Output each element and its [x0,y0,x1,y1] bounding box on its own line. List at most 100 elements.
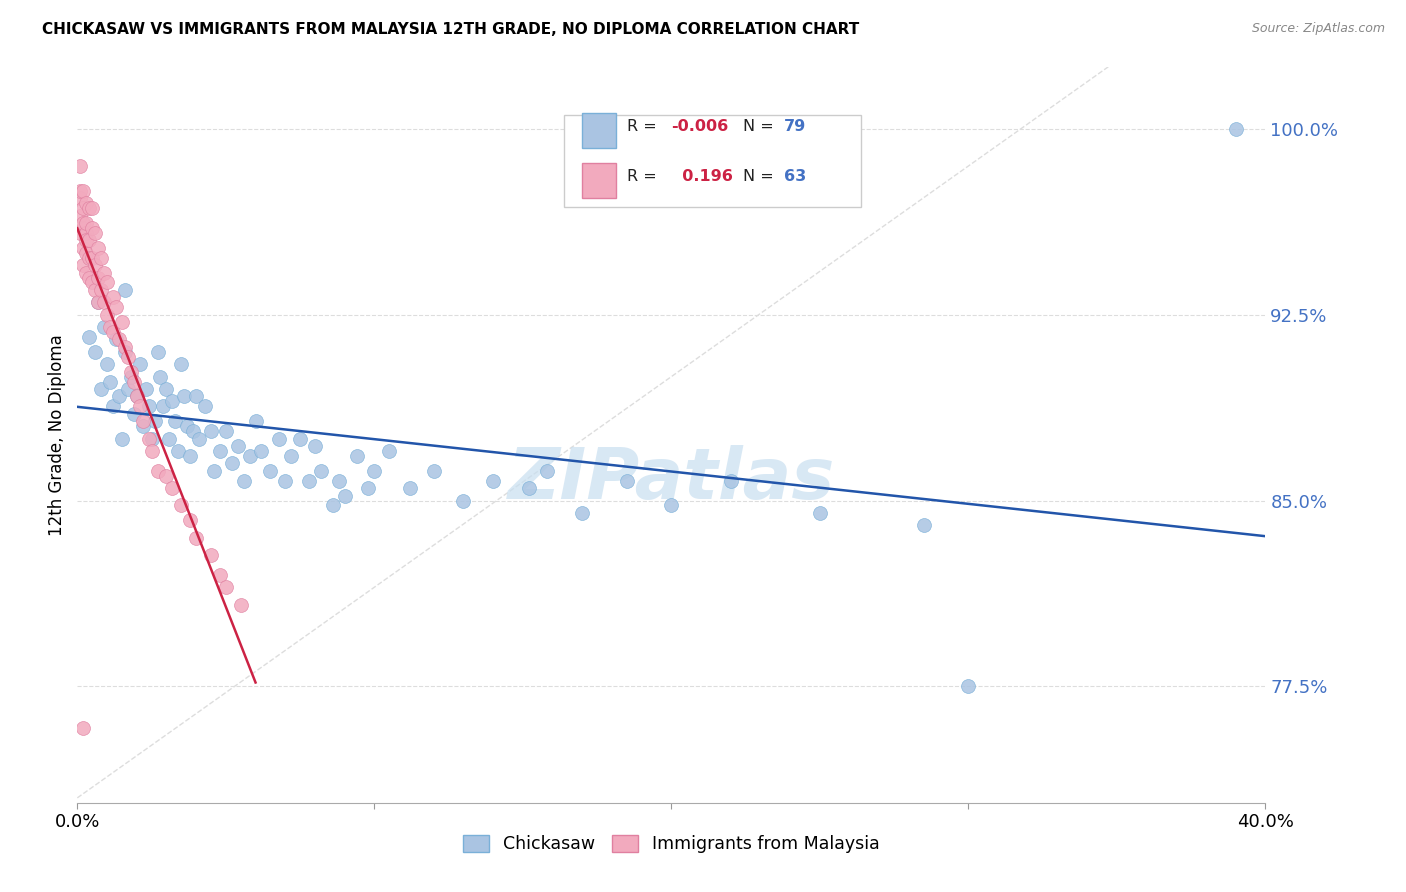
Point [200,548,222,562]
Text: 0.196: 0.196 [672,169,734,184]
Point [82,201,104,215]
Point [72,216,94,230]
Text: R =: R = [627,119,662,134]
Point [93,295,115,310]
Point [226,439,249,453]
Point [135,382,157,396]
Point [146,344,169,359]
Point [186,389,208,403]
Point [82,276,104,290]
Point [141,444,163,458]
Point [155,382,177,396]
Point [93,320,115,334]
Point [87,241,110,255]
Point [422,464,444,478]
Point [69,209,91,223]
Point [333,489,356,503]
FancyBboxPatch shape [582,162,616,198]
Point [69,191,91,205]
Point [90,283,112,297]
Point [84,258,107,272]
Point [131,414,153,428]
Point [661,499,683,513]
Point [179,513,201,527]
Point [186,531,208,545]
Point [72,258,94,272]
Point [84,344,107,359]
Point [77,330,100,344]
Point [155,468,177,483]
Point [309,464,332,478]
Point [72,221,94,235]
Point [131,419,153,434]
Point [98,320,121,334]
Point [114,283,136,297]
Text: Source: ZipAtlas.com: Source: ZipAtlas.com [1251,22,1385,36]
Point [146,464,169,478]
Point [96,308,118,322]
Point [75,245,97,260]
Point [165,414,187,428]
Point [141,432,163,446]
Point [108,389,131,403]
Point [69,184,91,198]
Point [239,449,262,463]
Point [269,432,291,446]
Point [322,499,344,513]
Point [280,449,302,463]
Point [96,357,118,371]
Point [173,389,195,403]
Point [104,333,127,347]
Point [571,506,593,520]
Point [111,432,134,446]
Point [378,444,401,458]
Point [250,444,273,458]
Point [232,474,254,488]
Text: R =: R = [627,169,662,184]
Point [75,266,97,280]
Point [84,226,107,240]
Point [304,439,326,453]
Point [957,679,980,693]
Point [75,226,97,240]
Text: 63: 63 [785,169,807,184]
Point [108,333,131,347]
Point [720,474,742,488]
Text: N =: N = [742,169,779,184]
Point [128,357,150,371]
Point [162,481,184,495]
Point [84,283,107,297]
Point [120,365,142,379]
Point [221,456,243,470]
Legend: Chickasaw, Immigrants from Malaysia: Chickasaw, Immigrants from Malaysia [456,828,887,861]
Point [98,375,121,389]
Point [75,233,97,247]
Point [200,424,222,438]
Point [202,464,225,478]
Point [90,251,112,265]
Point [288,432,311,446]
Point [82,251,104,265]
Text: -0.006: -0.006 [672,119,728,134]
Point [120,369,142,384]
Point [179,449,201,463]
Point [69,159,91,173]
Point [363,464,385,478]
Point [453,493,475,508]
Point [87,295,110,310]
Point [72,241,94,255]
Point [82,221,104,235]
Point [245,414,267,428]
Text: ZIPatlas: ZIPatlas [508,444,835,514]
Point [90,382,112,396]
Point [346,449,368,463]
Point [912,518,935,533]
Point [122,407,145,421]
Point [114,340,136,354]
Y-axis label: 12th Grade, No Diploma: 12th Grade, No Diploma [48,334,66,536]
Point [128,400,150,414]
Point [117,350,139,364]
Point [72,722,94,736]
Point [170,357,193,371]
Point [75,196,97,211]
